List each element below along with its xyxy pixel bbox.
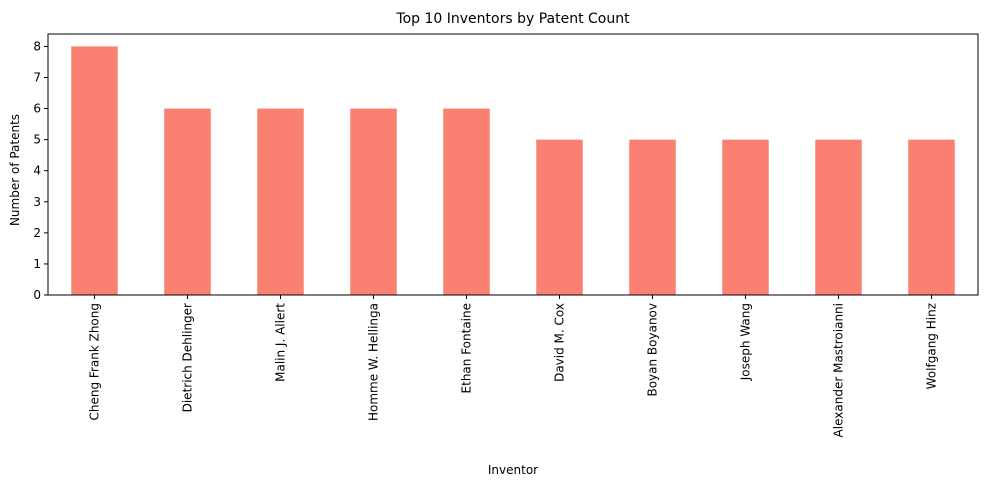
chart-title: Top 10 Inventors by Patent Count: [395, 11, 630, 27]
bar-1: [71, 46, 118, 295]
bar-2: [164, 109, 211, 295]
bar-4: [350, 109, 397, 295]
bar-3: [257, 109, 304, 295]
bar-10: [908, 140, 955, 295]
y-tick-label: 5: [33, 133, 41, 147]
y-tick-label: 2: [33, 226, 41, 240]
y-tick-label: 7: [33, 71, 41, 85]
y-tick-label: 0: [33, 288, 41, 302]
bar-6: [536, 140, 583, 295]
x-tick-label: Joseph Wang: [739, 303, 753, 381]
y-tick-label: 8: [33, 39, 41, 53]
bar-8: [722, 140, 769, 295]
x-tick-label: Cheng Frank Zhong: [88, 303, 102, 420]
x-tick-label: David M. Cox: [553, 303, 567, 382]
y-tick-label: 6: [33, 102, 41, 116]
x-axis-ticks: Cheng Frank Zhong Dietrich Dehlinger Malin…: [88, 295, 939, 437]
x-tick-label: Alexander Mastroianni: [832, 303, 846, 437]
x-tick-label: Wolfgang Hinz: [925, 303, 939, 389]
bar-9: [815, 140, 862, 295]
y-tick-label: 4: [33, 164, 41, 178]
y-tick-label: 1: [33, 257, 41, 271]
y-tick-label: 3: [33, 195, 41, 209]
bar-7: [629, 140, 676, 295]
bar-5: [443, 109, 490, 295]
x-tick-label: Malin J. Allert: [274, 303, 288, 382]
x-tick-label: Ethan Fontaine: [460, 303, 474, 393]
x-axis-label: Inventor: [488, 463, 538, 477]
bars-group: [71, 46, 955, 295]
x-tick-label: Boyan Boyanov: [646, 303, 660, 397]
y-axis-ticks: 0 1 2 3 4 5 6 7 8: [33, 39, 48, 302]
x-tick-label: Homme W. Hellinga: [367, 303, 381, 421]
x-tick-label: Dietrich Dehlinger: [181, 303, 195, 412]
y-axis-label: Number of Patents: [8, 114, 22, 226]
